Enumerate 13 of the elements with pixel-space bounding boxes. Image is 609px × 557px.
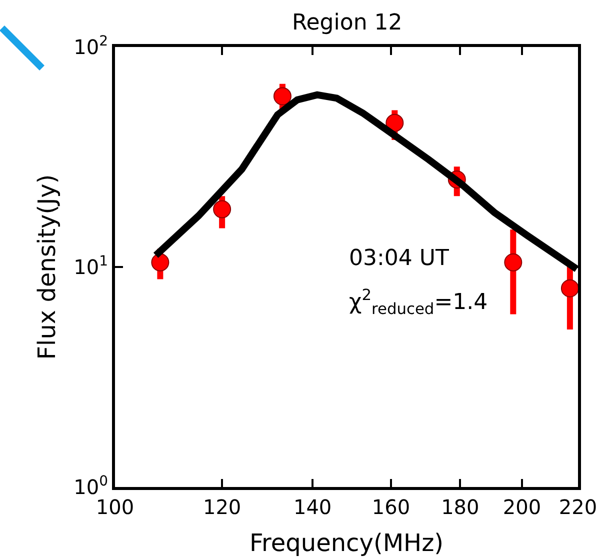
x-tick-label: 120 [202,495,242,519]
x-tick-label: 140 [293,495,332,519]
y-axis-title: Flux density(Jy) [33,174,61,360]
annotation: χ$^{2}$$_{reduced}$=1.4 [349,286,488,318]
y-tick-label: 10$^{2}$ [74,34,108,59]
x-tick-label: 200 [502,495,542,519]
chart-title: Region 12 [292,10,402,36]
y-tick-label: 10$^{1}$ [74,254,108,279]
x-tick-label: 160 [372,495,410,519]
x-axis-title: Frequency(MHz) [249,529,444,557]
x-tick-label: 220 [558,495,598,519]
x-tick-label: 180 [441,495,480,519]
annotation: 03:04 UT [349,246,450,271]
